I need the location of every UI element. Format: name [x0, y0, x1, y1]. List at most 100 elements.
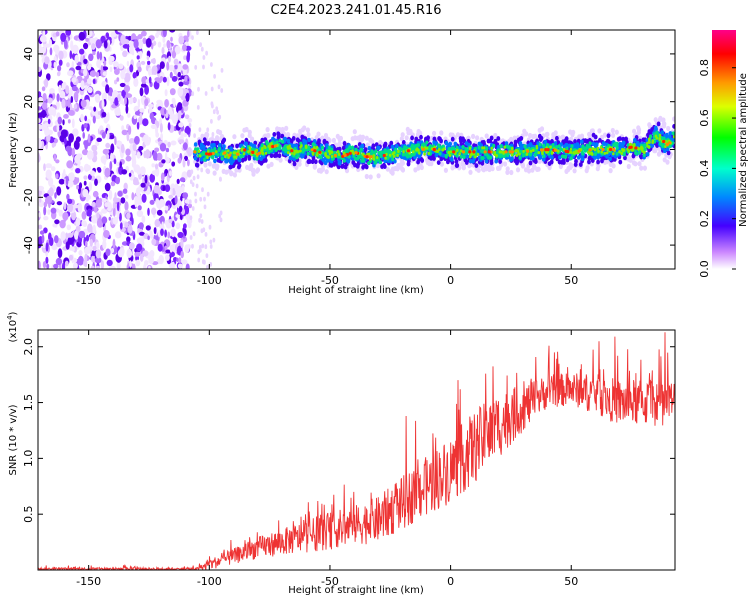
ridge-speck — [284, 149, 288, 154]
ridge-speck — [307, 145, 311, 150]
noise-speck — [125, 86, 129, 97]
ridge-speck — [240, 133, 245, 139]
ridge-speck — [663, 148, 667, 154]
noise-speck — [87, 64, 92, 71]
noise-speck — [159, 142, 167, 152]
noise-speck — [77, 202, 83, 213]
ridge-speck — [515, 159, 520, 165]
ridge-speck — [413, 167, 418, 173]
ridge-peak — [333, 153, 337, 157]
x-tick-label: -150 — [76, 274, 101, 287]
noise-speck — [184, 125, 191, 135]
noise-speck — [138, 146, 144, 151]
noise-speck — [62, 212, 69, 221]
noise-speck — [53, 44, 60, 53]
ridge-speck — [443, 147, 446, 151]
ridge-speck — [275, 126, 280, 132]
ridge-speck — [631, 153, 636, 159]
ridge-speck — [327, 155, 330, 159]
noise-speck — [74, 230, 79, 240]
ridge-speck — [549, 145, 552, 149]
ridge-speck — [498, 150, 502, 154]
noise-speck — [167, 231, 171, 239]
ridge-speck — [304, 144, 308, 148]
ridge-speck — [654, 125, 658, 130]
ridge-speck — [590, 151, 594, 156]
noise-speck — [206, 127, 210, 133]
noise-speck — [185, 92, 190, 102]
noise-speck — [212, 109, 216, 115]
ridge-speck — [244, 141, 248, 146]
noise-speck — [204, 244, 208, 250]
noise-speck — [142, 118, 149, 127]
ridge-speck — [418, 130, 423, 136]
ridge-speck — [591, 132, 596, 138]
ridge-speck — [432, 130, 437, 136]
noise-speck — [97, 111, 101, 115]
noise-speck — [200, 167, 204, 173]
noise-speck — [58, 209, 64, 217]
noise-speck — [184, 155, 188, 161]
noise-speck — [166, 76, 170, 87]
noise-speck — [220, 88, 224, 93]
ridge-speck — [656, 121, 661, 127]
noise-speck — [171, 75, 178, 82]
noise-speck — [50, 166, 56, 172]
ridge-speck — [641, 137, 646, 143]
noise-speck — [220, 68, 224, 73]
ridge-speck — [278, 138, 282, 143]
noise-speck — [136, 169, 141, 175]
ridge-speck — [299, 145, 302, 149]
noise-speck — [210, 119, 213, 124]
noise-speck — [177, 157, 182, 164]
ridge-speck — [261, 151, 265, 155]
ridge-speck — [578, 162, 583, 168]
ridge-speck — [227, 149, 230, 153]
snr-panel: -150 -100 -50 0 500.51.01.52.0 Height of str… — [6, 311, 676, 596]
ridge-speck — [425, 146, 429, 150]
ridge-speck — [337, 157, 341, 163]
ridge-speck — [217, 148, 221, 152]
ridge-speck — [643, 150, 646, 154]
ridge-speck — [265, 140, 269, 144]
ridge-speck — [228, 164, 233, 170]
noise-speck — [114, 97, 119, 106]
figure-title: C2E4.2023.241.01.45.R16 — [270, 3, 441, 18]
noise-speck — [104, 202, 109, 208]
ridge-speck — [370, 149, 374, 154]
snr-multiplier: (x104) — [6, 311, 19, 342]
noise-speck — [84, 115, 88, 122]
ridge-peak — [472, 150, 476, 154]
noise-speck — [206, 191, 210, 197]
noise-speck — [51, 244, 58, 251]
ridge-speck — [476, 167, 481, 173]
ridge-speck — [385, 166, 390, 172]
noise-speck — [62, 119, 65, 126]
ridge-speck — [402, 150, 405, 154]
noise-speck — [114, 192, 117, 202]
noise-speck — [176, 187, 182, 196]
noise-speck — [190, 149, 194, 155]
noise-speck — [170, 186, 173, 197]
noise-speck — [198, 217, 202, 223]
ridge-speck — [307, 158, 312, 164]
snr-xlabel: Height of straight line (km) — [288, 585, 424, 596]
noise-speck — [185, 263, 190, 269]
ridge-speck — [297, 161, 302, 167]
ridge-speck — [337, 146, 342, 152]
ridge-peak — [601, 147, 605, 152]
ridge-speck — [368, 174, 373, 180]
ridge-speck — [306, 132, 311, 138]
noise-speck — [95, 140, 100, 147]
noise-speck — [89, 238, 94, 247]
ridge-speck — [439, 130, 444, 136]
noise-speck — [63, 169, 66, 177]
ridge-speck — [647, 147, 651, 153]
noise-speck — [132, 72, 137, 79]
ridge-speck — [480, 149, 484, 154]
ridge-speck — [621, 140, 626, 145]
ridge-speck — [235, 143, 240, 149]
ridge-speck — [389, 140, 394, 146]
noise-speck — [67, 98, 71, 108]
ridge-peak — [382, 153, 386, 158]
